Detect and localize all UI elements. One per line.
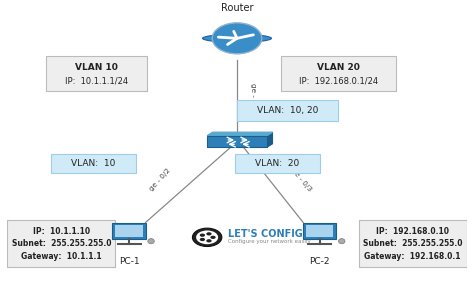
- FancyBboxPatch shape: [112, 223, 146, 239]
- Circle shape: [206, 232, 211, 235]
- FancyBboxPatch shape: [235, 154, 319, 173]
- Ellipse shape: [338, 239, 345, 244]
- Text: IP:  192.168.0.10: IP: 192.168.0.10: [376, 227, 449, 236]
- Text: IP:  192.168.0.1/24: IP: 192.168.0.1/24: [299, 76, 378, 85]
- Text: PC-2: PC-2: [310, 257, 330, 266]
- Text: ge - 0/2: ge - 0/2: [149, 167, 172, 192]
- Text: Configure your network easily: Configure your network easily: [228, 239, 310, 244]
- Text: ge - 0/3: ge - 0/3: [290, 167, 312, 192]
- Text: Gateway:  192.168.0.1: Gateway: 192.168.0.1: [365, 252, 461, 261]
- Circle shape: [200, 238, 205, 241]
- FancyBboxPatch shape: [46, 56, 147, 91]
- Text: Router: Router: [221, 3, 253, 13]
- Circle shape: [212, 23, 262, 54]
- FancyBboxPatch shape: [207, 136, 267, 147]
- Text: LET'S CONFIG: LET'S CONFIG: [228, 230, 302, 239]
- Text: IP:  10.1.1.1/24: IP: 10.1.1.1/24: [65, 76, 128, 85]
- FancyBboxPatch shape: [7, 220, 115, 267]
- Text: IP:  10.1.1.10: IP: 10.1.1.10: [33, 227, 90, 236]
- FancyBboxPatch shape: [359, 220, 467, 267]
- Circle shape: [210, 236, 216, 239]
- Text: Subnet:  255.255.255.0: Subnet: 255.255.255.0: [363, 239, 463, 248]
- FancyBboxPatch shape: [303, 223, 336, 239]
- Text: VLAN:  20: VLAN: 20: [255, 159, 299, 168]
- Ellipse shape: [202, 34, 272, 42]
- Polygon shape: [207, 132, 273, 136]
- Text: ge - 0/0: ge - 0/0: [250, 84, 256, 111]
- Text: VLAN:  10: VLAN: 10: [71, 159, 116, 168]
- Circle shape: [196, 230, 218, 244]
- Ellipse shape: [148, 239, 155, 244]
- Polygon shape: [267, 132, 273, 147]
- Circle shape: [206, 239, 211, 242]
- Text: VLAN 10: VLAN 10: [75, 63, 118, 72]
- Text: Gateway:  10.1.1.1: Gateway: 10.1.1.1: [21, 252, 101, 261]
- Text: VLAN:  10, 20: VLAN: 10, 20: [257, 106, 318, 115]
- Text: PC-1: PC-1: [118, 257, 139, 266]
- FancyBboxPatch shape: [306, 225, 334, 237]
- Text: VLAN 20: VLAN 20: [317, 63, 359, 72]
- Circle shape: [192, 228, 222, 246]
- FancyBboxPatch shape: [237, 100, 338, 121]
- FancyBboxPatch shape: [115, 225, 143, 237]
- FancyBboxPatch shape: [281, 56, 395, 91]
- Text: Subnet:  255.255.255.0: Subnet: 255.255.255.0: [11, 239, 111, 248]
- Circle shape: [200, 234, 205, 237]
- FancyBboxPatch shape: [51, 154, 136, 173]
